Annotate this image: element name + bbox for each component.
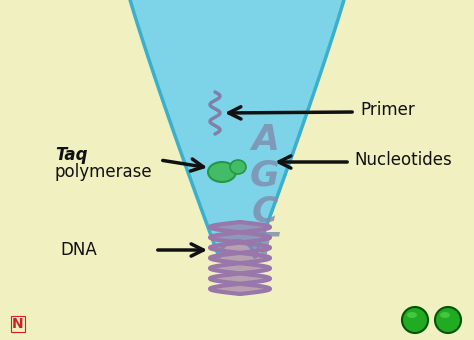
Circle shape xyxy=(435,307,461,333)
Text: G: G xyxy=(250,159,280,193)
Text: A: A xyxy=(251,123,279,157)
Text: polymerase: polymerase xyxy=(55,163,153,181)
Text: Taq: Taq xyxy=(55,146,88,164)
Text: DNA: DNA xyxy=(60,241,97,259)
Text: Primer: Primer xyxy=(360,101,415,119)
Text: Nucleotides: Nucleotides xyxy=(354,151,452,169)
Text: T: T xyxy=(253,231,277,265)
Ellipse shape xyxy=(208,162,236,182)
Ellipse shape xyxy=(230,160,246,174)
Ellipse shape xyxy=(440,312,450,318)
Text: N: N xyxy=(12,317,24,331)
Text: C: C xyxy=(252,195,278,229)
Ellipse shape xyxy=(407,312,417,318)
Circle shape xyxy=(402,307,428,333)
Polygon shape xyxy=(122,0,352,258)
